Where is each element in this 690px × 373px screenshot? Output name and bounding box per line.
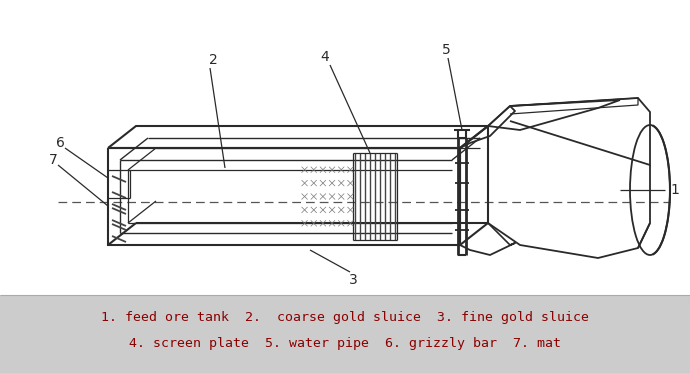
Text: 6: 6 <box>56 136 64 150</box>
Text: 1. feed ore tank  2.  coarse gold sluice  3. fine gold sluice: 1. feed ore tank 2. coarse gold sluice 3… <box>101 311 589 325</box>
Bar <box>0 295 690 373</box>
Text: 4. screen plate  5. water pipe  6. grizzly bar  7. mat: 4. screen plate 5. water pipe 6. grizzly… <box>129 336 561 350</box>
Text: 4: 4 <box>321 50 329 64</box>
Text: 7: 7 <box>48 153 57 167</box>
Text: 1: 1 <box>670 183 679 197</box>
Text: 3: 3 <box>348 273 357 287</box>
Text: 5: 5 <box>442 43 451 57</box>
Text: 2: 2 <box>208 53 217 67</box>
